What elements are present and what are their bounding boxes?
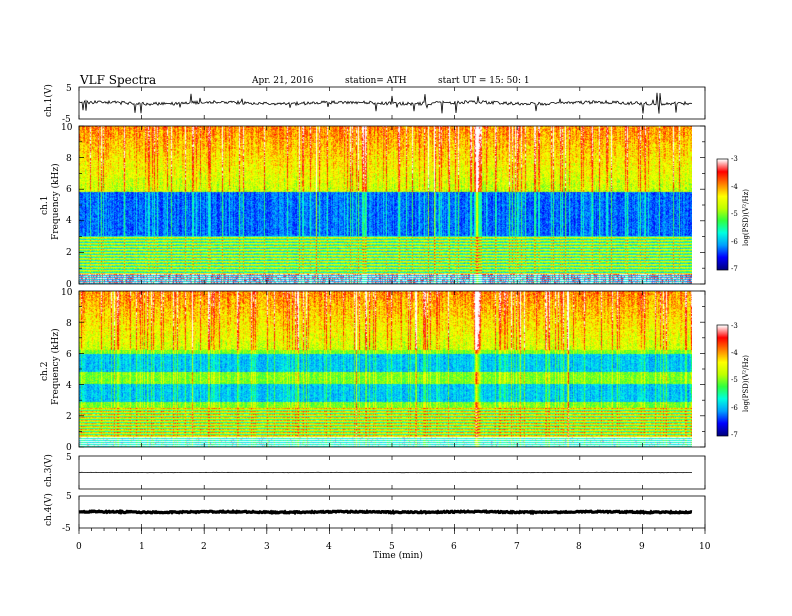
xtick-label: 10 xyxy=(699,542,711,552)
ch3-ytick-labels: 5 xyxy=(66,453,72,463)
cb1-tick: -6 xyxy=(731,238,738,246)
ch1-voltage-ylabel: ch.1(V) xyxy=(43,84,54,117)
header-station: station= ATH xyxy=(345,76,407,86)
ch1-voltage-trace xyxy=(79,93,692,114)
ch1-freq-ytick-labels: 0 2 4 6 8 10 xyxy=(61,123,73,290)
ytick-label: 2 xyxy=(66,248,72,258)
xtick-label: 3 xyxy=(264,542,270,552)
ytick-label: 4 xyxy=(66,216,72,226)
header-date: Apr. 21, 2016 xyxy=(251,76,314,86)
header-start-ut: start UT = 15: 50: 1 xyxy=(438,76,530,86)
xtick-label: 2 xyxy=(201,542,207,552)
xtick-label: 7 xyxy=(514,542,520,552)
cb2-tick: -6 xyxy=(731,404,738,412)
ch1-colorbar xyxy=(717,159,728,270)
ch2-colorbar-label: log(PSD)(V²/Hz) xyxy=(742,355,750,412)
cb2-tick: -3 xyxy=(731,322,738,330)
ytick-label: 5 xyxy=(66,453,72,463)
cb1-tick: -7 xyxy=(731,265,738,273)
xtick-label: 9 xyxy=(639,542,645,552)
ytick-label: 10 xyxy=(61,123,73,133)
ytick-label: 6 xyxy=(66,350,72,360)
ytick-label: 8 xyxy=(66,154,72,164)
ytick-label: 5 xyxy=(66,84,72,94)
x-axis-title: Time (min) xyxy=(373,550,423,561)
ytick-label: -5 xyxy=(62,524,71,534)
ch2-spectrogram xyxy=(79,291,692,447)
ch2-freq-ylabel-channel: ch.2 xyxy=(40,362,50,381)
ch2-freq-ylabel-unit: Frequency (kHz) xyxy=(50,328,61,405)
ytick-label: 10 xyxy=(61,288,73,298)
xtick-label: 6 xyxy=(451,542,457,552)
figure-title: VLF Spectra xyxy=(79,73,156,87)
cb2-tick: -7 xyxy=(731,431,738,439)
ch3-voltage-ylabel: ch.3(V) xyxy=(43,454,54,487)
ch1-freq-ylabel-channel: ch.1 xyxy=(40,196,50,215)
xtick-label: 0 xyxy=(76,542,82,552)
cb2-tick: -5 xyxy=(731,376,738,384)
ytick-label: 2 xyxy=(66,412,72,422)
ch4-ytick-labels: 5 -5 xyxy=(62,492,72,534)
ch1-freq-ylabel-unit: Frequency (kHz) xyxy=(50,163,61,240)
cb1-tick: -4 xyxy=(731,183,738,191)
ch1-colorbar-label: log(PSD)(V²/Hz) xyxy=(742,189,750,246)
cb2-tick: -4 xyxy=(731,349,738,357)
ch4-voltage-ylabel: ch.4(V) xyxy=(43,493,54,526)
ch1-colorbar-ticks: -3 -4 -5 -6 -7 xyxy=(731,155,738,273)
ytick-label: 4 xyxy=(66,381,72,391)
ch4-voltage-trace xyxy=(79,511,692,513)
ytick-label: 5 xyxy=(66,492,72,502)
xtick-label: 4 xyxy=(326,542,332,552)
ch1-ytick-labels: 5 -5 xyxy=(62,84,72,125)
ytick-label: 6 xyxy=(66,185,72,195)
ch2-freq-ytick-labels: 0 2 4 6 8 10 xyxy=(61,288,73,453)
xtick-label: 1 xyxy=(139,542,145,552)
ytick-label: 8 xyxy=(66,319,72,329)
xtick-label: 8 xyxy=(576,542,582,552)
cb1-tick: -3 xyxy=(731,155,738,163)
ch1-spectrogram xyxy=(79,126,692,284)
ch2-colorbar xyxy=(717,325,728,436)
ytick-label: 0 xyxy=(66,443,72,453)
cb1-tick: -5 xyxy=(731,210,738,218)
ch1-panel-frame xyxy=(79,87,705,119)
ch2-colorbar-ticks: -3 -4 -5 -6 -7 xyxy=(731,322,738,439)
